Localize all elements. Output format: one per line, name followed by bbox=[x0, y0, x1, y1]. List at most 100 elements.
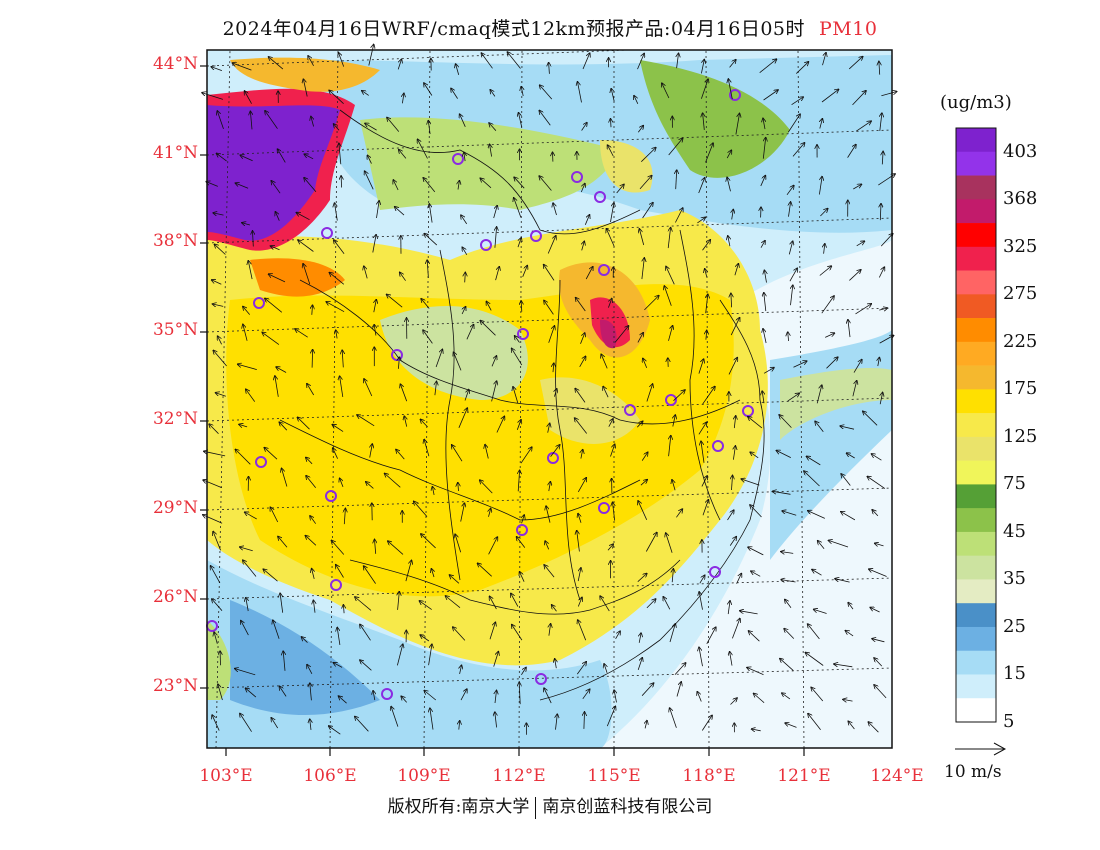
lat-label: 41°N bbox=[152, 143, 198, 163]
wind-vector bbox=[419, 601, 432, 610]
wind-vector bbox=[853, 184, 861, 190]
wind-vector bbox=[676, 170, 677, 190]
wind-vector bbox=[698, 178, 705, 194]
wind-vector bbox=[540, 85, 553, 100]
wind-vector bbox=[243, 560, 257, 577]
wind-vector bbox=[581, 450, 583, 459]
colorbar-swatch bbox=[956, 223, 996, 248]
wind-vector bbox=[486, 302, 492, 311]
wind-vector bbox=[271, 718, 279, 729]
wind-vector bbox=[807, 456, 821, 466]
wind-vector bbox=[606, 706, 615, 727]
wind-vector bbox=[548, 423, 550, 433]
wind-vector bbox=[387, 118, 400, 132]
city-marker bbox=[624, 404, 636, 416]
wind-vector bbox=[424, 691, 437, 701]
wind-vector bbox=[773, 491, 791, 495]
wind-vector bbox=[298, 240, 314, 252]
wind-vector bbox=[307, 384, 315, 396]
wind-vector bbox=[458, 408, 467, 428]
wind-vector bbox=[388, 541, 404, 555]
colorbar-swatch bbox=[956, 246, 996, 271]
wind-vector bbox=[576, 298, 586, 312]
wind-vector bbox=[480, 321, 496, 336]
wind-vector bbox=[702, 500, 708, 516]
wind-vector bbox=[705, 269, 707, 277]
wind-vector bbox=[217, 111, 224, 130]
colorbar-swatch bbox=[956, 436, 996, 461]
wind-vector bbox=[553, 363, 554, 373]
wind-vector bbox=[728, 358, 737, 375]
wind-vector bbox=[253, 231, 254, 247]
wind-vector bbox=[214, 632, 218, 644]
lon-label: 103°E bbox=[199, 766, 253, 786]
wind-vector bbox=[485, 445, 489, 459]
wind-vector bbox=[344, 509, 345, 525]
city-marker bbox=[325, 490, 337, 502]
wind-vector bbox=[308, 56, 314, 66]
wind-vector bbox=[793, 361, 807, 368]
wind-vector bbox=[792, 143, 805, 157]
wind-vector bbox=[672, 480, 676, 491]
wind-vector bbox=[606, 229, 615, 247]
wind-vector bbox=[280, 593, 284, 613]
wind-vector bbox=[781, 552, 794, 554]
wind-vector bbox=[785, 600, 792, 608]
wind-vector bbox=[729, 60, 736, 68]
wind-vector bbox=[674, 663, 686, 675]
wind-vector bbox=[539, 176, 552, 191]
wind-vector bbox=[430, 708, 434, 730]
wind-vector bbox=[544, 265, 555, 281]
wind-vector bbox=[855, 121, 871, 132]
wind-vector bbox=[698, 422, 707, 435]
wind-vector bbox=[376, 201, 380, 219]
wind-vector bbox=[336, 565, 344, 578]
wind-vector bbox=[615, 631, 621, 640]
wind-vector bbox=[512, 348, 523, 366]
wind-vector bbox=[243, 324, 248, 341]
wind-vector bbox=[246, 688, 257, 698]
wind-vector bbox=[764, 293, 766, 312]
wind-vector bbox=[279, 686, 287, 697]
wind-vector bbox=[310, 683, 312, 701]
lat-label: 35°N bbox=[152, 320, 198, 340]
wind-vector bbox=[853, 360, 862, 373]
wind-vector bbox=[791, 97, 804, 106]
wind-vector bbox=[518, 470, 519, 492]
wind-vector bbox=[759, 59, 777, 74]
wind-vector bbox=[458, 181, 459, 190]
lat-label: 23°N bbox=[152, 676, 198, 696]
wind-vector bbox=[269, 57, 284, 70]
wind-vector bbox=[239, 424, 248, 427]
wind-vector bbox=[414, 501, 428, 517]
wind-vector bbox=[212, 280, 222, 285]
wind-vector bbox=[607, 544, 613, 551]
wind-vector bbox=[872, 639, 885, 643]
wind-vector bbox=[729, 537, 736, 546]
wind-vector bbox=[580, 333, 585, 344]
wind-vector bbox=[666, 267, 675, 285]
wind-vector bbox=[339, 53, 345, 67]
wind-vector bbox=[735, 114, 740, 135]
wind-vector bbox=[511, 593, 519, 607]
wind-vector bbox=[235, 449, 251, 465]
wind-vector bbox=[435, 382, 437, 396]
wind-vector bbox=[202, 93, 224, 100]
wind-vector bbox=[577, 597, 582, 607]
copyright: 版权所有:南京大学 南京创蓝科技有限公司 bbox=[0, 792, 1100, 819]
wind-vector bbox=[212, 715, 220, 731]
wind-vector bbox=[460, 689, 467, 701]
wind-vector bbox=[217, 153, 227, 162]
wind-vector bbox=[517, 537, 526, 548]
wind-vector bbox=[520, 572, 525, 582]
wind-vector bbox=[355, 717, 369, 732]
wind-vector bbox=[466, 325, 474, 340]
wind-vector bbox=[446, 596, 461, 609]
wind-vector bbox=[848, 721, 855, 730]
wind-vector bbox=[245, 512, 257, 520]
colorbar-swatch bbox=[956, 626, 996, 652]
city-marker bbox=[712, 440, 724, 452]
wind-vector bbox=[668, 138, 683, 156]
city-marker bbox=[517, 328, 529, 340]
wind-vector bbox=[310, 516, 317, 524]
